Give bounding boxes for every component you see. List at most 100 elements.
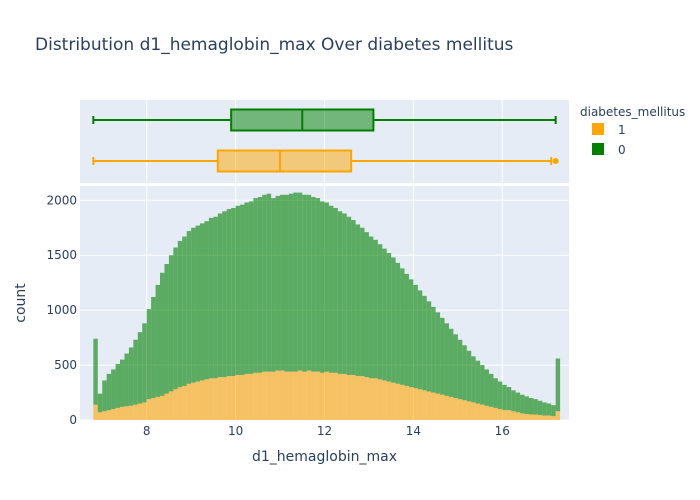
bar-diabetes-1 [177, 387, 183, 420]
bar-diabetes-1 [355, 376, 361, 420]
bar-diabetes-1 [160, 395, 165, 420]
x-tick-label: 12 [317, 424, 332, 438]
bar-diabetes-0 [284, 194, 289, 372]
legend-label-1: 1 [618, 123, 626, 137]
bar-diabetes-0 [404, 273, 409, 386]
bar-diabetes-1 [386, 381, 392, 420]
bar-diabetes-0 [191, 227, 196, 383]
bar-diabetes-1 [515, 412, 521, 420]
bar-diabetes-1 [440, 394, 445, 420]
bar-diabetes-1 [213, 378, 218, 420]
bar-diabetes-1 [271, 371, 276, 420]
bar-diabetes-0 [355, 224, 361, 377]
bar-diabetes-0 [120, 359, 125, 407]
bar-diabetes-0 [124, 353, 129, 407]
x-tick-label: 8 [143, 424, 151, 438]
bar-diabetes-0 [106, 373, 112, 411]
bar-diabetes-0 [382, 248, 387, 381]
bar-diabetes-0 [266, 193, 272, 372]
bar-diabetes-0 [253, 198, 258, 373]
bar-diabetes-1 [266, 371, 272, 420]
bar-diabetes-0 [391, 257, 396, 383]
bar-diabetes-1 [324, 371, 329, 420]
bar-diabetes-1 [537, 415, 543, 420]
bar-diabetes-1 [275, 370, 281, 420]
bar-diabetes-0 [151, 296, 156, 399]
bar-diabetes-0 [182, 236, 187, 386]
bar-diabetes-1 [315, 371, 321, 420]
box-iqr [216, 149, 353, 173]
bar-diabetes-1 [377, 379, 383, 420]
y-tick-label: 2000 [46, 193, 77, 207]
bar-diabetes-1 [208, 378, 214, 420]
bar-diabetes-1 [466, 401, 472, 420]
bar-diabetes-1 [555, 411, 561, 420]
bar-diabetes-1 [164, 393, 169, 420]
bar-diabetes-0 [426, 301, 432, 392]
bar-diabetes-1 [417, 389, 423, 420]
bar-diabetes-0 [311, 196, 316, 372]
bar-diabetes-0 [555, 358, 561, 412]
bar-diabetes-0 [128, 347, 134, 406]
bar-diabetes-0 [93, 338, 98, 405]
bar-diabetes-0 [484, 369, 489, 406]
bar-diabetes-0 [155, 284, 161, 397]
bar-diabetes-1 [368, 378, 374, 420]
legend-item-1[interactable]: 1 [592, 123, 626, 137]
chart-title: Distribution d1_hemaglobin_max Over diab… [35, 35, 514, 55]
bar-diabetes-0 [204, 221, 209, 380]
bar-diabetes-1 [404, 385, 409, 420]
bar-diabetes-0 [471, 356, 476, 403]
bar-diabetes-0 [297, 192, 303, 371]
histogram-bars [93, 192, 561, 420]
bar-diabetes-1 [337, 373, 343, 420]
bar-diabetes-0 [195, 225, 201, 382]
bar-diabetes-1 [457, 399, 463, 420]
bar-diabetes-1 [306, 370, 312, 420]
bar-diabetes-1 [528, 414, 534, 420]
legend-item-0[interactable]: 0 [592, 143, 626, 157]
bar-diabetes-1 [151, 398, 156, 420]
bar-diabetes-0 [377, 244, 383, 380]
x-axis-title: d1_hemaglobin_max [252, 449, 397, 465]
bar-diabetes-1 [262, 371, 267, 420]
bar-diabetes-0 [395, 262, 401, 384]
bar-diabetes-1 [395, 383, 401, 420]
bar-diabetes-0 [462, 345, 467, 401]
bar-diabetes-0 [164, 264, 169, 394]
bar-diabetes-1 [97, 412, 103, 420]
bar-diabetes-1 [280, 370, 285, 420]
bar-diabetes-0 [137, 332, 143, 404]
bar-diabetes-1 [155, 396, 161, 420]
bar-diabetes-0 [422, 295, 427, 391]
bar-diabetes-1 [453, 398, 458, 420]
bar-diabetes-1 [480, 404, 485, 420]
bar-diabetes-0 [262, 194, 267, 372]
bar-diabetes-1 [244, 373, 249, 420]
bar-diabetes-0 [133, 339, 138, 405]
bar-diabetes-0 [186, 231, 192, 384]
bar-diabetes-1 [240, 374, 245, 420]
bar-diabetes-1 [391, 382, 396, 420]
histogram-panel: 8 10 12 14 16 0 500 1000 1500 2000 [46, 186, 569, 438]
bar-diabetes-1 [146, 399, 152, 420]
bar-diabetes-0 [208, 217, 214, 379]
bar-diabetes-1 [253, 372, 258, 420]
bar-diabetes-0 [364, 232, 369, 378]
bar-diabetes-1 [297, 370, 303, 420]
bar-diabetes-1 [333, 372, 338, 420]
y-tick-label: 1000 [46, 303, 77, 317]
bar-diabetes-1 [191, 382, 196, 420]
bar-diabetes-0 [275, 195, 281, 371]
bar-diabetes-0 [222, 211, 227, 378]
bar-diabetes-0 [280, 194, 285, 371]
x-tick-label: 16 [495, 424, 510, 438]
bar-diabetes-0 [551, 405, 556, 417]
bar-diabetes-0 [480, 365, 485, 405]
bar-diabetes-1 [173, 389, 178, 420]
y-axis-ticks: 0 500 1000 1500 2000 [46, 193, 77, 427]
bar-diabetes-0 [97, 393, 103, 413]
bar-diabetes-0 [453, 334, 458, 399]
bar-diabetes-1 [448, 396, 454, 420]
bar-diabetes-0 [240, 204, 245, 375]
